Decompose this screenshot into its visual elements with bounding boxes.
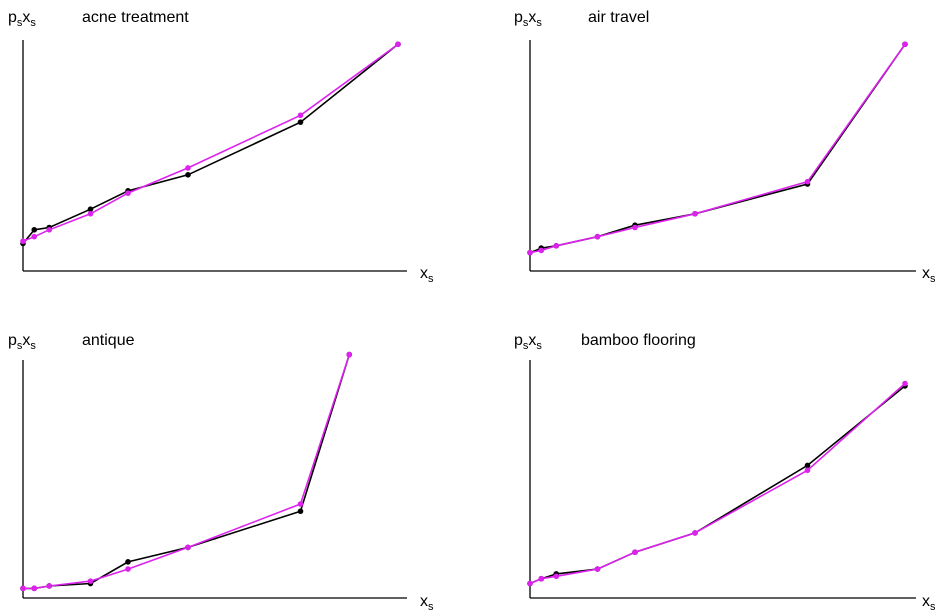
data-point (692, 210, 698, 217)
data-point (346, 351, 353, 358)
data-point (297, 508, 304, 515)
data-point (185, 165, 191, 171)
series-line-1 (529, 385, 906, 585)
data-point (902, 380, 908, 387)
data-point (87, 210, 94, 217)
data-point (31, 226, 38, 233)
data-point (395, 41, 401, 48)
data-point (125, 190, 131, 196)
data-point (87, 578, 94, 584)
data-point (553, 573, 560, 580)
data-point (804, 462, 811, 469)
data-point (594, 566, 601, 572)
data-point (553, 243, 560, 249)
x-axis-label: xs (420, 265, 434, 285)
data-point (31, 585, 38, 592)
panel-4: bamboo flooring psxs xs (514, 332, 936, 610)
data-point (20, 585, 26, 592)
data-point (804, 178, 811, 185)
series-line-2 (23, 354, 351, 590)
panel-1: acne treatment psxs xs (8, 9, 434, 285)
y-axis-label: psxs (514, 332, 542, 352)
data-point (87, 206, 94, 212)
panel-3: antique psxs xs (8, 332, 434, 610)
y-axis-label: psxs (514, 9, 542, 29)
series-line-2 (22, 43, 399, 242)
data-point (185, 544, 191, 551)
panel-2: air travel psxs xs (514, 9, 936, 285)
data-point (46, 226, 53, 233)
x-axis-label: xs (420, 593, 434, 610)
data-point (46, 583, 53, 589)
series-line-2 (529, 382, 906, 585)
data-point (594, 233, 601, 240)
data-point (31, 233, 38, 240)
y-axis-label: psxs (8, 9, 36, 29)
data-point (20, 238, 26, 245)
data-point (527, 249, 533, 256)
data-point (632, 224, 638, 231)
chart-title: antique (82, 332, 135, 349)
data-point (297, 501, 304, 507)
chart-title: acne treatment (82, 9, 189, 26)
data-point (297, 112, 304, 119)
data-point (185, 172, 191, 178)
series-line-2 (529, 43, 906, 254)
data-point (538, 247, 545, 254)
series-line-1 (529, 43, 906, 254)
chart-title: bamboo flooring (581, 332, 696, 349)
data-point (125, 566, 131, 572)
data-point (632, 549, 638, 556)
series-line-1 (22, 43, 399, 245)
chart-title: air travel (588, 9, 649, 26)
series-line-1 (23, 354, 351, 590)
data-point (297, 119, 304, 125)
y-axis-label: psxs (8, 332, 36, 352)
data-point (538, 575, 545, 582)
data-point (902, 41, 908, 48)
data-point (527, 580, 533, 587)
data-point (804, 467, 811, 474)
data-point (692, 530, 698, 536)
data-point (125, 559, 131, 565)
x-axis-label: xs (922, 265, 936, 285)
x-axis-label: xs (922, 593, 936, 610)
